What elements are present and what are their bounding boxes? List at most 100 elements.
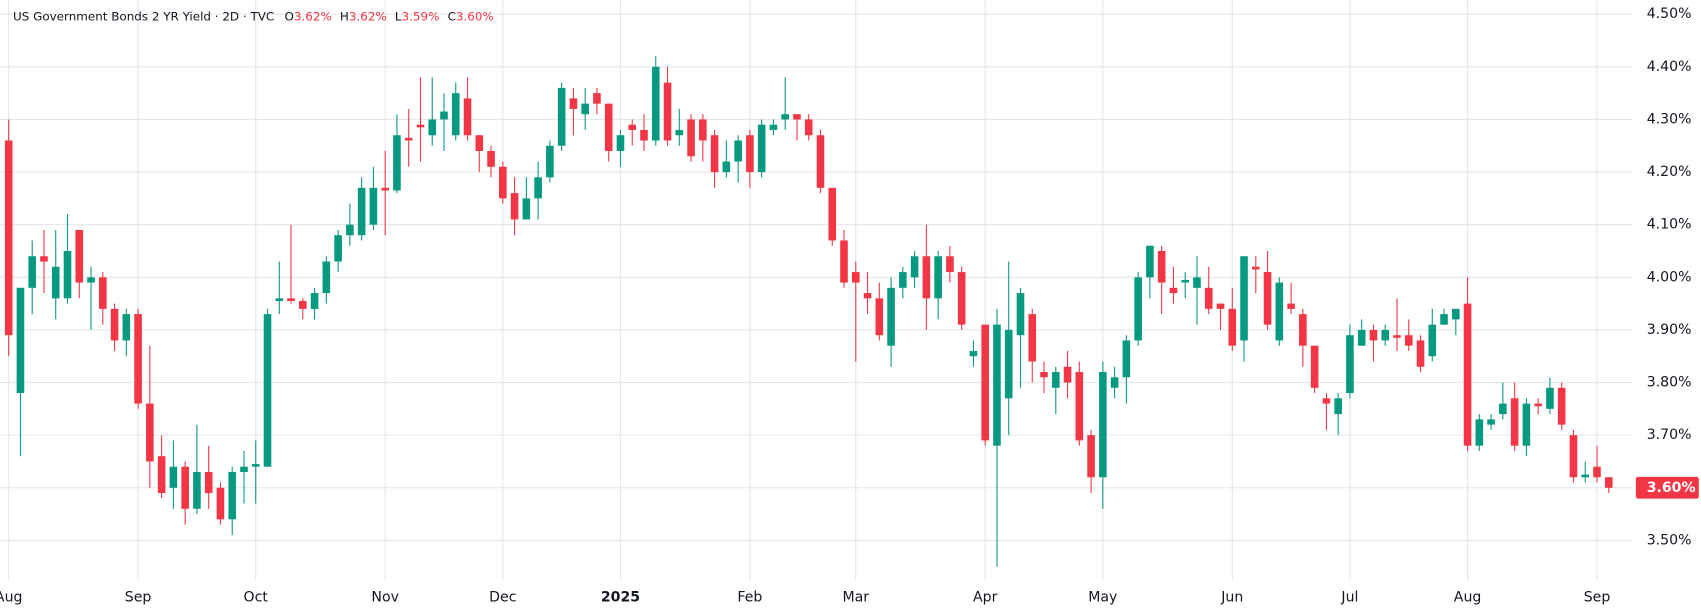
candle-body — [216, 487, 225, 520]
candle-body — [240, 466, 248, 472]
candle-body — [499, 166, 507, 199]
candle-body — [51, 266, 60, 299]
candle-body — [1393, 335, 1401, 338]
candle-body — [1181, 279, 1190, 283]
candle-body — [1063, 366, 1072, 383]
axes: 3.50% 3.60% 3.70% 3.80% 3.90% 4.00% 4.10% 4.20%… — [0, 6, 1699, 606]
x-tick-label: Sep — [125, 590, 152, 606]
candle-body — [1028, 314, 1037, 362]
candle-body — [1040, 372, 1048, 378]
y-tick-label: 4.40% — [1647, 59, 1692, 75]
x-tick-label: Aug — [1454, 590, 1482, 606]
candle-body — [1475, 419, 1484, 446]
candle-body — [1287, 303, 1295, 309]
candle-body — [1051, 372, 1060, 388]
candle-body — [663, 82, 672, 141]
candle-body — [1404, 335, 1413, 346]
candle-body — [910, 256, 919, 278]
candle-body — [1593, 466, 1601, 478]
candle-body — [781, 114, 789, 120]
candle-body — [1075, 372, 1084, 441]
candle-body — [134, 314, 142, 404]
candle-body — [828, 187, 837, 241]
candle-body — [1169, 287, 1178, 294]
candle-body — [863, 293, 872, 299]
x-tick-label: Dec — [489, 590, 516, 606]
candle-body — [122, 314, 131, 341]
candle-body — [1604, 477, 1613, 488]
candle-body — [1087, 435, 1095, 478]
candle-body — [393, 135, 401, 191]
candle-body — [157, 456, 166, 494]
candle-body — [1275, 282, 1284, 341]
candle-body — [1357, 329, 1366, 346]
y-tick-label: 4.00% — [1647, 269, 1692, 285]
candle-body — [146, 403, 154, 462]
y-tick-label: 4.50% — [1647, 6, 1692, 22]
candle-body — [181, 466, 189, 509]
candle-body — [687, 119, 695, 157]
chart-title: US Government Bonds 2 YR Yield · 2D · TV… — [13, 9, 274, 23]
candle-body — [922, 256, 931, 299]
candle-body — [1510, 398, 1519, 446]
candle-body — [4, 140, 13, 336]
candle-body — [1487, 419, 1495, 425]
candle-body — [451, 93, 460, 136]
ohlc-value: 3.62% — [294, 9, 332, 23]
candle-body — [1334, 398, 1342, 415]
candle-body — [1016, 293, 1025, 336]
candle-body — [1004, 329, 1013, 399]
candle-body — [546, 145, 554, 178]
candle-body — [534, 177, 542, 199]
candle-body — [251, 464, 260, 467]
candle-body — [1581, 474, 1590, 478]
candle-body — [1310, 345, 1319, 388]
candle-body — [1146, 245, 1154, 278]
candle-body — [957, 272, 966, 325]
candle-body — [1369, 329, 1378, 341]
candle-body — [734, 140, 742, 162]
candle-body — [1569, 435, 1578, 478]
x-tick-label: 2025 — [601, 590, 640, 606]
candle-body — [381, 187, 389, 191]
candle-body — [87, 277, 95, 283]
candle-body — [1122, 340, 1131, 378]
candle-body — [628, 124, 637, 130]
candle-body — [463, 98, 472, 136]
candle-body — [993, 324, 1001, 446]
candle-body — [757, 124, 766, 173]
candle-body — [63, 250, 72, 299]
candle-body — [1557, 387, 1566, 425]
x-tick-label: Apr — [973, 590, 998, 606]
candle-body — [475, 135, 484, 152]
candle-body — [710, 135, 719, 173]
candle-body — [1193, 277, 1201, 288]
candle-body — [1428, 324, 1437, 357]
candle-body — [28, 256, 37, 288]
candle-body — [440, 111, 448, 120]
candle-body — [1522, 403, 1531, 446]
ohlc-label: C — [448, 9, 456, 23]
y-tick-label: 4.20% — [1647, 164, 1692, 180]
candle-body — [310, 293, 319, 309]
candle-body — [1546, 387, 1554, 409]
x-tick-label: Nov — [371, 590, 399, 606]
candle-body — [1228, 308, 1237, 346]
ohlc-value: 3.59% — [402, 9, 440, 23]
candle-body — [816, 135, 825, 188]
candle-body — [1216, 303, 1225, 309]
x-tick-label: Oct — [244, 590, 269, 606]
candle-body — [1463, 303, 1472, 446]
candle-body — [651, 66, 660, 141]
y-tick-label: 4.10% — [1647, 217, 1692, 233]
y-tick-label: 3.70% — [1647, 427, 1692, 443]
candle-body — [1346, 335, 1354, 394]
last-price-label: 3.60% — [1647, 480, 1696, 496]
ohlc-value: 3.60% — [456, 9, 494, 23]
x-tick-label: May — [1088, 590, 1117, 606]
candle-body — [1299, 314, 1307, 346]
candle-body — [346, 224, 354, 236]
candle-body — [1452, 308, 1460, 320]
